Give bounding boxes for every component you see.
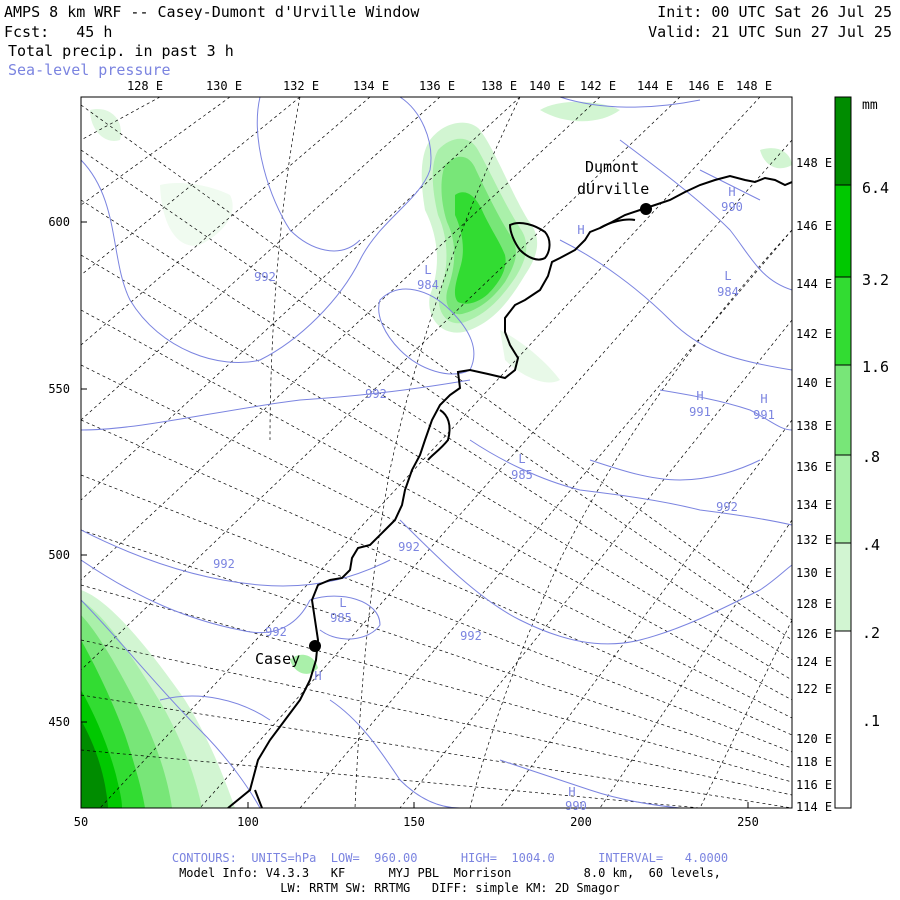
pressure-center-value: 984 bbox=[417, 278, 439, 292]
pressure-center-value: 985 bbox=[511, 468, 533, 482]
map-title: AMPS 8 km WRF -- Casey-Dumont d'Urville … bbox=[4, 3, 420, 21]
map-frame bbox=[80, 96, 793, 809]
station-dumont-label: dUrville bbox=[577, 180, 649, 198]
x-tick-label: 250 bbox=[737, 815, 759, 829]
right-lon-label: 126 E bbox=[796, 627, 832, 641]
pressure-center-letter: H bbox=[314, 669, 321, 683]
valid-time: Valid: 21 UTC Sun 27 Jul 25 bbox=[648, 23, 892, 41]
pressure-center-value: 990 bbox=[565, 799, 587, 813]
contour-label: 992 bbox=[254, 270, 276, 284]
colorbar-label: .8 bbox=[862, 448, 880, 466]
pressure-center-letter: L bbox=[724, 269, 731, 283]
pressure-center-value: 984 bbox=[717, 285, 739, 299]
x-tick-label: 150 bbox=[403, 815, 425, 829]
right-lon-label: 120 E bbox=[796, 732, 832, 746]
contour-label: 992 bbox=[365, 387, 387, 401]
top-lon-label: 138 E bbox=[481, 79, 517, 93]
top-lon-label: 142 E bbox=[580, 79, 616, 93]
colorbar-label: .4 bbox=[862, 536, 880, 554]
init-time: Init: 00 UTC Sat 26 Jul 25 bbox=[657, 3, 892, 21]
right-lon-label: 140 E bbox=[796, 376, 832, 390]
colorbar-label: 3.2 bbox=[862, 271, 889, 289]
right-lon-label: 118 E bbox=[796, 755, 832, 769]
right-lon-label: 138 E bbox=[796, 419, 832, 433]
right-lon-label: 130 E bbox=[796, 566, 832, 580]
stations bbox=[309, 203, 652, 652]
top-lon-label: 146 E bbox=[688, 79, 724, 93]
right-lon-label: 128 E bbox=[796, 597, 832, 611]
top-lon-label: 134 E bbox=[353, 79, 389, 93]
y-tick-label: 550 bbox=[48, 382, 70, 396]
right-lon-label: 116 E bbox=[796, 778, 832, 792]
top-lon-label: 140 E bbox=[529, 79, 565, 93]
field-label-slp: Sea-level pressure bbox=[8, 61, 171, 79]
frame-ticks bbox=[80, 221, 749, 808]
colorbar-label: 6.4 bbox=[862, 179, 889, 197]
precip-area-north bbox=[90, 101, 792, 383]
y-tick-label: 500 bbox=[48, 548, 70, 562]
model-info: Model Info: V4.3.3 KF MYJ PBL Morrison 8… bbox=[179, 866, 721, 880]
right-lon-label: 134 E bbox=[796, 498, 832, 512]
contour-label: 992 bbox=[213, 557, 235, 571]
right-lon-label: 144 E bbox=[796, 277, 832, 291]
physics-info: LW: RRTM SW: RRTMG DIFF: simple KM: 2D S… bbox=[280, 881, 620, 895]
station-casey-label: Casey bbox=[255, 650, 300, 668]
pressure-center-letter: H bbox=[577, 223, 584, 237]
pressure-contours bbox=[81, 97, 792, 808]
x-tick-label: 100 bbox=[237, 815, 259, 829]
right-lon-label: 148 E bbox=[796, 156, 832, 170]
x-tick-label: 200 bbox=[570, 815, 592, 829]
pressure-center-letter: H bbox=[728, 185, 735, 199]
colorbar-unit: mm bbox=[862, 98, 878, 113]
contour-label: 992 bbox=[460, 629, 482, 643]
right-lon-label: 132 E bbox=[796, 533, 832, 547]
right-lon-label: 114 E bbox=[796, 800, 832, 814]
pressure-center-letter: H bbox=[568, 785, 575, 799]
right-lon-label: 142 E bbox=[796, 327, 832, 341]
station-dumont-durville-marker bbox=[640, 203, 652, 215]
top-lon-label: 148 E bbox=[736, 79, 772, 93]
colorbar-label: .2 bbox=[862, 624, 880, 642]
pressure-center-value: 991 bbox=[689, 405, 711, 419]
top-lon-label: 132 E bbox=[283, 79, 319, 93]
colorbar-label: 1.6 bbox=[862, 358, 889, 376]
top-lon-label: 128 E bbox=[127, 79, 163, 93]
coastline bbox=[227, 174, 792, 808]
x-tick-label: 50 bbox=[74, 815, 88, 829]
y-tick-label: 450 bbox=[48, 715, 70, 729]
graticule bbox=[81, 97, 792, 808]
pressure-center-value: 985 bbox=[330, 611, 352, 625]
right-lon-label: 146 E bbox=[796, 219, 832, 233]
precip-colorbar bbox=[834, 96, 852, 809]
y-tick-label: 600 bbox=[48, 215, 70, 229]
top-lon-label: 144 E bbox=[637, 79, 673, 93]
top-lon-label: 130 E bbox=[206, 79, 242, 93]
pressure-center-letter: H bbox=[760, 392, 767, 406]
top-lon-label: 136 E bbox=[419, 79, 455, 93]
contour-label: 992 bbox=[398, 540, 420, 554]
pressure-center-value: 990 bbox=[721, 200, 743, 214]
pressure-center-letter: H bbox=[696, 389, 703, 403]
pressure-center-value: 991 bbox=[753, 408, 775, 422]
contour-info: CONTOURS: UNITS=hPa LOW= 960.00 HIGH= 10… bbox=[171, 851, 729, 865]
pressure-center-letter: L bbox=[339, 596, 346, 610]
right-lon-label: 136 E bbox=[796, 460, 832, 474]
station-casey-marker bbox=[309, 640, 321, 652]
contour-label: 992 bbox=[716, 500, 738, 514]
field-label-precip: Total precip. in past 3 h bbox=[8, 42, 234, 60]
contour-label: 992 bbox=[265, 625, 287, 639]
pressure-center-letter: L bbox=[518, 452, 525, 466]
precip-field bbox=[81, 101, 792, 808]
pressure-center-letter: L bbox=[424, 263, 431, 277]
station-dumont-label: Dumont bbox=[585, 158, 639, 176]
right-lon-label: 124 E bbox=[796, 655, 832, 669]
colorbar-label: .1 bbox=[862, 712, 880, 730]
forecast-hour: Fcst: 45 h bbox=[4, 23, 113, 41]
right-lon-label: 122 E bbox=[796, 682, 832, 696]
precip-area-southwest bbox=[81, 590, 318, 808]
